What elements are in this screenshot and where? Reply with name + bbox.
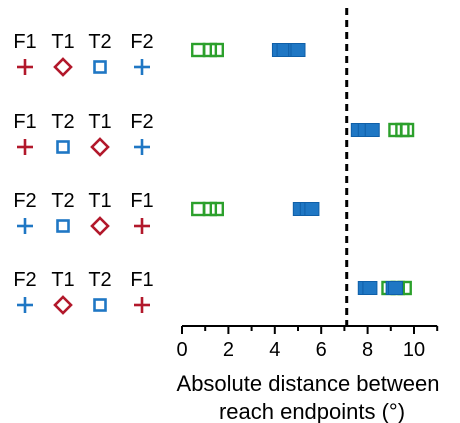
row-1-blue-point-4	[290, 43, 306, 57]
plus-icon	[134, 297, 150, 313]
x-tick-label-6: 6	[316, 339, 327, 361]
row-1-label-f2: F2	[130, 31, 153, 53]
row-3-label-t2: T2	[51, 190, 74, 212]
row-configuration-labels: F1 T1 T2 F2 F1 T2 T1 F2 F2 T2 T1 F1 F2 T1 T2 F1	[13, 31, 154, 315]
row-4-blue-point-4	[387, 281, 403, 295]
x-tick-label-4: 4	[269, 339, 280, 361]
plus-icon	[17, 297, 33, 313]
row-2-blue-point-3	[364, 123, 380, 137]
row-4-label-f2: F2	[13, 269, 36, 291]
row-3-green-point-3	[209, 201, 225, 217]
row-1-label-t1: T1	[51, 31, 74, 53]
row-1-label-f1: F1	[13, 31, 36, 53]
row-2-green-point-3	[399, 122, 415, 138]
plus-icon	[134, 218, 150, 234]
x-axis-title-line-2: reach endpoints (°)	[219, 399, 405, 423]
diamond-icon	[53, 57, 73, 77]
row-4-label-t1: T1	[51, 269, 74, 291]
plus-icon	[17, 59, 33, 75]
diamond-icon	[90, 137, 110, 157]
row-3-label-t1: T1	[88, 190, 111, 212]
row-1-label-t2: T2	[88, 31, 111, 53]
x-axis: 0 2 4 6 8 10	[176, 325, 439, 361]
diamond-icon	[53, 295, 73, 315]
x-tick-label-8: 8	[362, 339, 373, 361]
x-tick-label-2: 2	[223, 339, 234, 361]
square-icon	[56, 140, 70, 154]
plus-icon	[17, 218, 33, 234]
row-3-label-f1: F1	[130, 190, 153, 212]
square-icon	[93, 298, 107, 312]
row-2-label-t2: T2	[51, 111, 74, 133]
plus-icon	[134, 59, 150, 75]
row-1-green-point-1	[191, 42, 206, 58]
row-3-green-point-1	[191, 201, 206, 217]
x-tick-label-10: 10	[403, 339, 425, 361]
x-axis-title-line-1: Absolute distance between	[177, 371, 440, 396]
square-icon	[56, 219, 70, 233]
row-2-label-f1: F1	[13, 111, 36, 133]
row-4-label-f1: F1	[130, 269, 153, 291]
plus-icon	[17, 139, 33, 155]
row-4-label-t2: T2	[88, 269, 111, 291]
row-2-label-t1: T1	[88, 111, 111, 133]
row-2-label-f2: F2	[130, 111, 153, 133]
data-marks	[191, 42, 415, 296]
square-icon	[93, 60, 107, 74]
diamond-icon	[90, 216, 110, 236]
row-3-label-f2: F2	[13, 190, 36, 212]
plus-icon	[134, 139, 150, 155]
row-4-blue-point-2	[362, 281, 378, 295]
x-tick-label-0: 0	[176, 339, 187, 361]
row-1-green-point-3	[209, 42, 225, 58]
row-3-blue-point-3	[304, 202, 320, 216]
